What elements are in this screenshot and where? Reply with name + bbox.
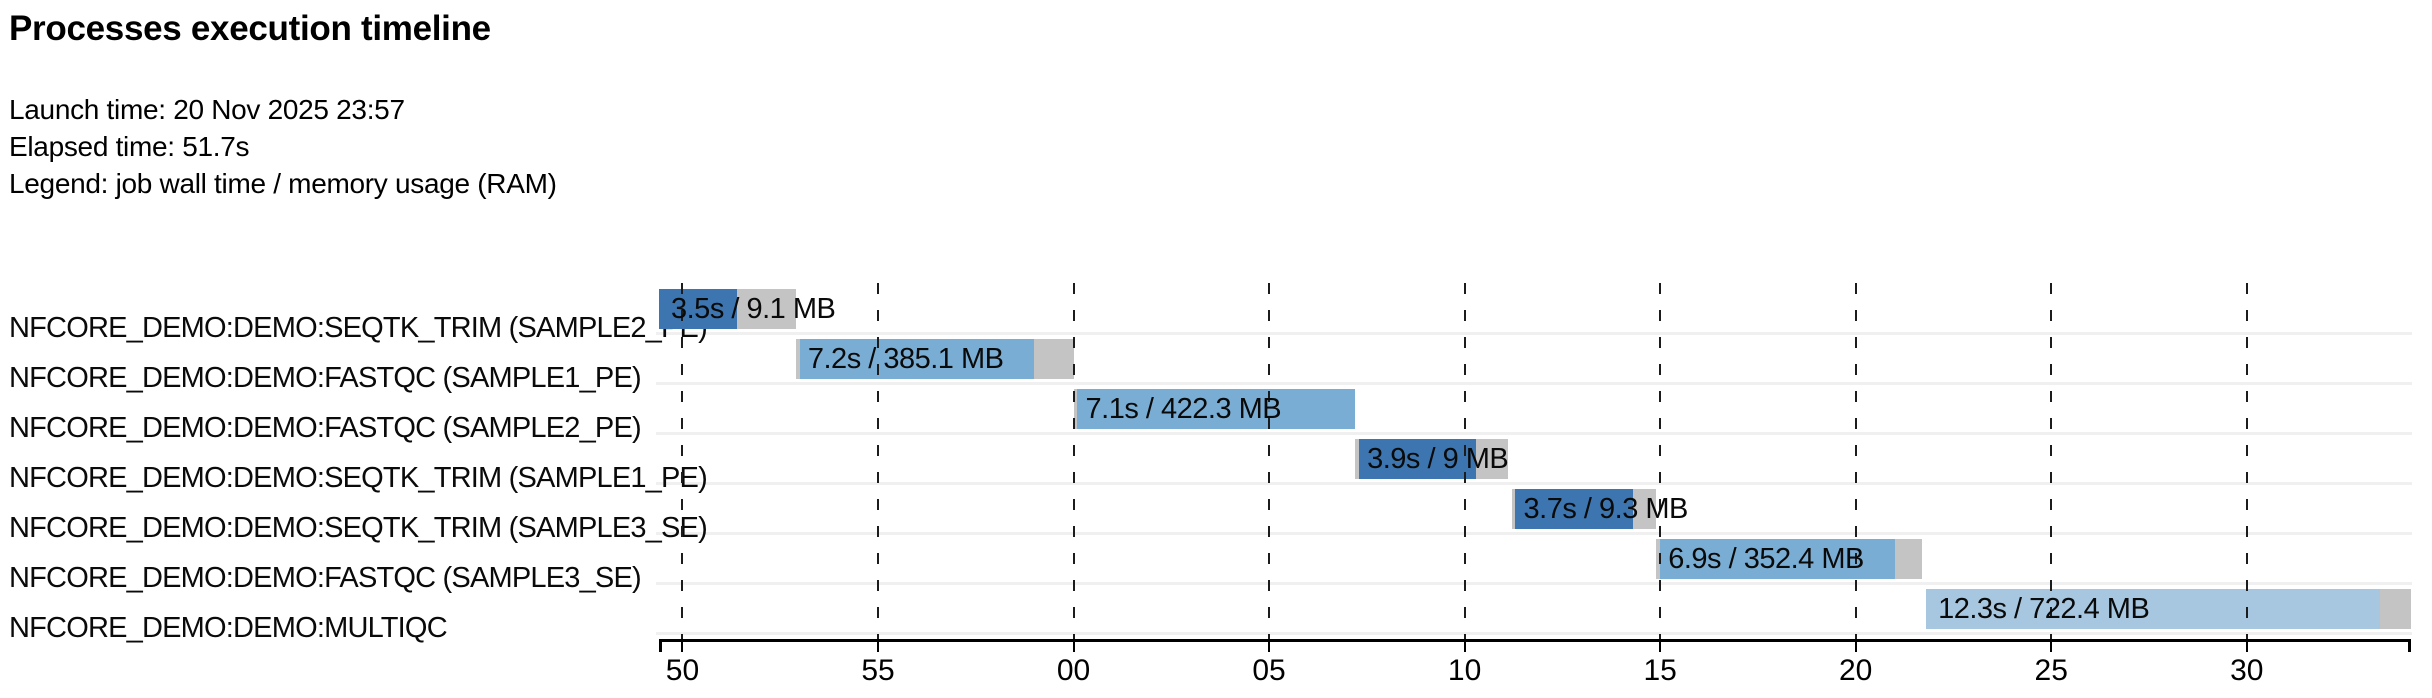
row-separator (656, 581, 2412, 585)
grid-line (877, 283, 879, 640)
axis-end-cap (2408, 639, 2411, 652)
row-separator (656, 431, 2412, 435)
axis-tick-label: 00 (1056, 654, 1091, 687)
row-separator (656, 481, 2412, 485)
axis-tick-label: 55 (861, 654, 895, 687)
row-label: NFCORE_DEMO:DEMO:SEQTK_TRIM (SAMPLE1_PE) (9, 462, 708, 494)
axis-tick-label: 50 (665, 654, 700, 687)
axis-tick (2245, 639, 2248, 652)
axis-tick-label: 15 (1643, 654, 1677, 687)
grid-line (1659, 283, 1662, 640)
axis-tick (1072, 639, 1075, 652)
job-bar-run (1077, 389, 1356, 429)
axis-line (659, 639, 2411, 642)
axis-tick (1463, 639, 1466, 652)
axis-tick (2050, 639, 2053, 652)
row-separator (656, 631, 2412, 635)
axis-tick-label: 30 (2230, 654, 2264, 687)
grid-line (2050, 283, 2053, 640)
row-separator (656, 331, 2412, 335)
job-bar-label: 6.9s / 352.4 MB (1668, 543, 1864, 575)
row-label: NFCORE_DEMO:DEMO:SEQTK_TRIM (SAMPLE2_PE) (9, 312, 708, 344)
axis-tick (1268, 639, 1271, 652)
run-metadata: Launch time: 20 Nov 2025 23:57 Elapsed t… (9, 91, 557, 202)
grid-line (1463, 283, 1466, 640)
row-label: NFCORE_DEMO:DEMO:FASTQC (SAMPLE3_SE) (9, 562, 642, 594)
row-label: NFCORE_DEMO:DEMO:SEQTK_TRIM (SAMPLE3_SE) (9, 512, 708, 544)
row-label: NFCORE_DEMO:DEMO:FASTQC (SAMPLE1_PE) (9, 362, 642, 394)
job-bar-label: 3.7s / 9.3 MB (1523, 493, 1689, 525)
job-bar-run (1515, 489, 1633, 529)
page-title: Processes execution timeline (9, 9, 491, 48)
job-bar-label: 12.3s / 722.4 MB (1938, 593, 2150, 625)
job-bar-run (659, 289, 738, 329)
axis-tick (1659, 639, 1662, 652)
job-bar-label: 7.2s / 385.1 MB (807, 343, 1004, 375)
launch-time-text: Launch time: 20 Nov 2025 23:57 (9, 94, 405, 125)
axis-tick-label: 10 (1447, 654, 1482, 687)
grid-line (1268, 283, 1271, 640)
grid-line (1854, 283, 1857, 640)
job-bar-label: 3.9s / 9 MB (1367, 443, 1509, 475)
row-label: NFCORE_DEMO:DEMO:MULTIQC (9, 612, 448, 644)
axis-end-cap (659, 639, 662, 652)
axis-tick-label: 05 (1252, 654, 1286, 687)
axis-tick-label: 20 (1838, 654, 1873, 687)
legend-note-text: Legend: job wall time / memory usage (RA… (9, 168, 557, 199)
grid-line (681, 283, 684, 640)
axis-tick (681, 639, 684, 652)
axis-tick (1854, 639, 1857, 652)
row-label: NFCORE_DEMO:DEMO:FASTQC (SAMPLE2_PE) (9, 412, 642, 444)
row-separator (656, 531, 2412, 535)
job-bar-label: 7.1s / 422.3 MB (1085, 393, 1282, 425)
job-bar-run (1359, 439, 1477, 479)
axis-tick (877, 639, 879, 652)
grid-line (1072, 283, 1075, 640)
axis-tick-label: 25 (2034, 654, 2068, 687)
job-bar-label: 3.5s / 9.1 MB (671, 293, 836, 325)
job-bar-run (799, 339, 1035, 379)
row-separator (656, 381, 2412, 385)
job-bar-run (1926, 589, 2380, 629)
grid-line (2245, 283, 2248, 640)
elapsed-time-text: Elapsed time: 51.7s (9, 131, 250, 162)
